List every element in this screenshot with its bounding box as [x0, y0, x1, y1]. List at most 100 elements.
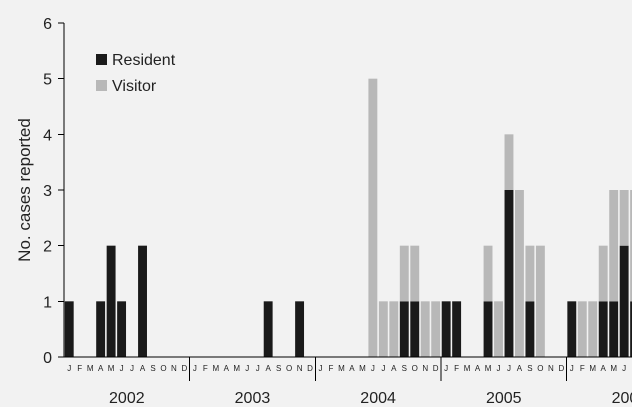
legend-swatch-visitor — [96, 80, 107, 91]
bar-visitor — [368, 78, 378, 358]
y-axis-ticks: 0 1 2 3 4 5 6 — [43, 16, 64, 367]
bar-resident — [96, 301, 106, 357]
month-tick-label: J — [507, 364, 511, 373]
month-tick-label: J — [120, 364, 124, 373]
month-tick-label: M — [87, 364, 94, 373]
bar-visitor — [525, 245, 535, 302]
month-tick-label: J — [319, 364, 323, 373]
bar-resident — [567, 301, 577, 357]
bar-visitor — [515, 190, 524, 357]
month-tick-label: J — [570, 364, 574, 373]
month-tick-label: J — [381, 364, 385, 373]
month-tick-label: A — [349, 364, 355, 373]
month-tick-label: J — [130, 364, 134, 373]
year-label: 2002 — [109, 390, 145, 407]
month-tick-label: J — [497, 364, 501, 373]
bar-resident — [483, 301, 493, 357]
bar-visitor — [399, 245, 409, 302]
month-tick-label: S — [150, 364, 155, 373]
month-tick-label: M — [464, 364, 471, 373]
y-tick-label: 3 — [43, 183, 52, 200]
bar-resident — [598, 301, 608, 357]
month-tick-label: N — [548, 364, 554, 373]
month-tick-label: M — [589, 364, 596, 373]
month-tick-label: J — [193, 364, 197, 373]
bar-visitor — [494, 301, 503, 357]
month-tick-label: O — [537, 364, 543, 373]
bar-resident — [263, 301, 273, 357]
month-tick-label: S — [402, 364, 407, 373]
legend: Resident Visitor — [96, 52, 176, 95]
month-tick-label: M — [108, 364, 115, 373]
bar-visitor — [483, 245, 493, 302]
month-tick-label: N — [422, 364, 428, 373]
month-tick-label: M — [485, 364, 492, 373]
month-tick-label: J — [67, 364, 71, 373]
legend-swatch-resident — [96, 54, 107, 65]
legend-label-resident: Resident — [112, 52, 176, 69]
month-tick-label: F — [580, 364, 585, 373]
month-tick-label: J — [256, 364, 260, 373]
y-axis-title: No. cases reported — [15, 118, 34, 262]
month-tick-label: F — [454, 364, 459, 373]
month-tick-label: O — [412, 364, 418, 373]
month-tick-label: J — [245, 364, 249, 373]
bar-resident — [619, 245, 629, 357]
month-tick-label: F — [203, 364, 208, 373]
month-tick-label: O — [286, 364, 292, 373]
month-tick-label: A — [98, 364, 104, 373]
bar-resident — [410, 301, 420, 357]
month-tick-label: O — [160, 364, 166, 373]
month-tick-label: D — [182, 364, 188, 373]
bar-resident — [295, 301, 305, 357]
bar-resident — [504, 190, 514, 357]
bar-visitor — [535, 245, 545, 357]
legend-label-visitor: Visitor — [112, 78, 157, 95]
bar-resident — [117, 301, 127, 357]
year-label: 2004 — [360, 390, 396, 407]
month-tick-label: F — [77, 364, 82, 373]
month-tick-label: D — [307, 364, 313, 373]
bar-resident — [525, 301, 535, 357]
bar-visitor — [504, 134, 514, 190]
bar-visitor — [389, 301, 399, 357]
month-tick-label: M — [610, 364, 617, 373]
bar-visitor — [410, 245, 420, 302]
month-tick-label: A — [475, 364, 481, 373]
bar-resident — [64, 301, 74, 357]
bar-resident — [441, 301, 451, 357]
month-tick-label: J — [444, 364, 448, 373]
bar-resident — [399, 301, 409, 357]
month-tick-label: N — [171, 364, 177, 373]
bar-visitor — [420, 301, 430, 357]
y-tick-label: 5 — [43, 72, 52, 89]
axes — [63, 23, 632, 358]
month-tick-label: A — [265, 364, 271, 373]
year-label: 2003 — [235, 390, 271, 407]
y-tick-label: 4 — [43, 127, 52, 144]
y-axis-title-group: No. cases reported — [15, 118, 34, 262]
month-tick-label: S — [276, 364, 281, 373]
bar-visitor — [577, 301, 587, 357]
month-tick-label: M — [359, 364, 366, 373]
month-tick-label: M — [338, 364, 345, 373]
month-tick-label: D — [558, 364, 564, 373]
month-tick-label: J — [622, 364, 626, 373]
bar-visitor — [630, 190, 632, 302]
bar-resident — [609, 301, 619, 357]
month-tick-label: A — [224, 364, 230, 373]
bar-visitor — [378, 301, 388, 357]
bars — [64, 78, 632, 358]
month-tick-label: A — [140, 364, 146, 373]
bar-visitor — [588, 301, 598, 357]
month-tick-label: N — [297, 364, 303, 373]
bar-resident — [106, 245, 116, 357]
bar-resident — [630, 301, 632, 357]
bar-visitor — [619, 190, 629, 246]
month-tick-label: S — [527, 364, 532, 373]
y-tick-label: 2 — [43, 239, 52, 256]
month-tick-label: A — [517, 364, 523, 373]
